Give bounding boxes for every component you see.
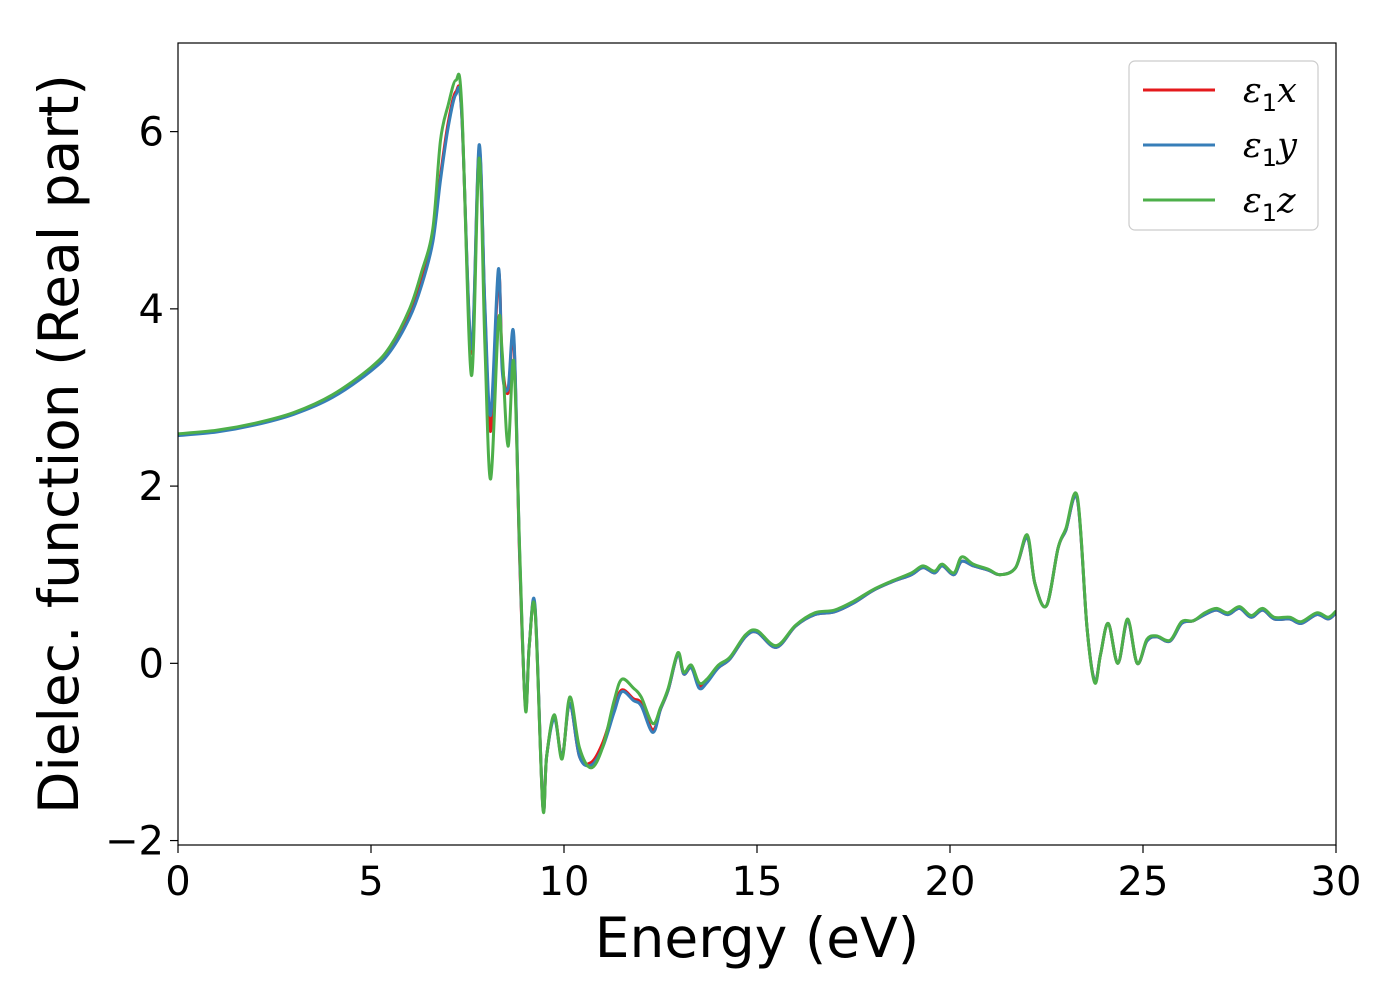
x-tick-label: 25 <box>1118 859 1169 905</box>
y-axis-title: Dielec. function (Real part) <box>27 74 91 814</box>
x-tick-label: 10 <box>539 859 590 905</box>
x-tick-label: 5 <box>358 859 383 905</box>
x-tick-label: 0 <box>165 859 190 905</box>
series-layer <box>178 72 1336 814</box>
y-tick-label: 0 <box>139 641 164 687</box>
legend-label-z: ε1z <box>1243 181 1296 227</box>
y-tick-label: 4 <box>139 287 164 333</box>
y-tick-label: 6 <box>139 110 164 156</box>
x-tick-label: 20 <box>925 859 976 905</box>
x-tick-label: 30 <box>1311 859 1362 905</box>
legend: ε1x ε1y ε1z <box>1128 60 1319 231</box>
legend-box <box>1128 60 1319 231</box>
x-axis-title: Energy (eV) <box>595 906 919 970</box>
y-tick-label: 2 <box>139 464 164 510</box>
series-line-z <box>178 72 1336 814</box>
legend-label-x: ε1x <box>1243 71 1297 117</box>
y-tick-label: −2 <box>105 819 164 865</box>
x-tick-label: 15 <box>732 859 783 905</box>
legend-label-y: ε1y <box>1243 126 1298 172</box>
